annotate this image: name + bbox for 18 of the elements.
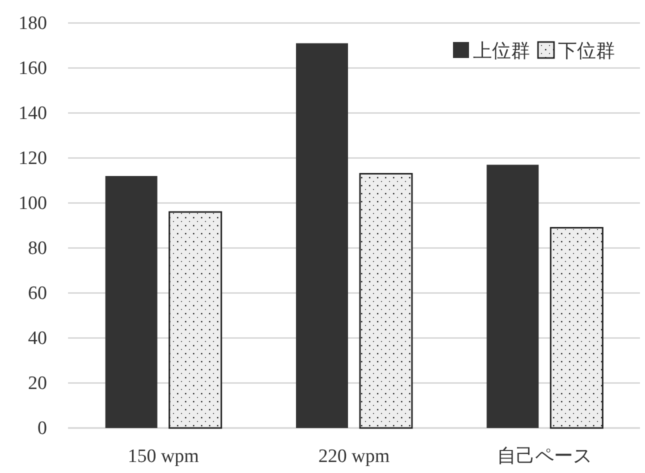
y-tick-label: 120: [18, 148, 47, 169]
y-tick-label: 100: [18, 193, 47, 214]
x-tick-label: 150 wpm: [128, 446, 200, 467]
legend-label: 下位群: [558, 41, 615, 62]
y-tick-label: 140: [18, 103, 47, 124]
bar: [296, 43, 348, 428]
y-tick-label: 180: [18, 13, 47, 34]
bar: [105, 176, 158, 428]
legend-label: 上位群: [473, 41, 530, 62]
y-tick-label: 60: [28, 283, 47, 304]
y-tick-label: 80: [28, 238, 47, 259]
y-tick-label: 20: [28, 373, 47, 394]
y-tick-label: 0: [38, 418, 47, 439]
x-tick-label: 220 wpm: [318, 446, 390, 467]
x-tick-label: 自己ペース: [497, 446, 592, 467]
y-tick-label: 40: [28, 328, 47, 349]
y-tick-label: 160: [18, 58, 47, 79]
bar: [486, 164, 539, 428]
